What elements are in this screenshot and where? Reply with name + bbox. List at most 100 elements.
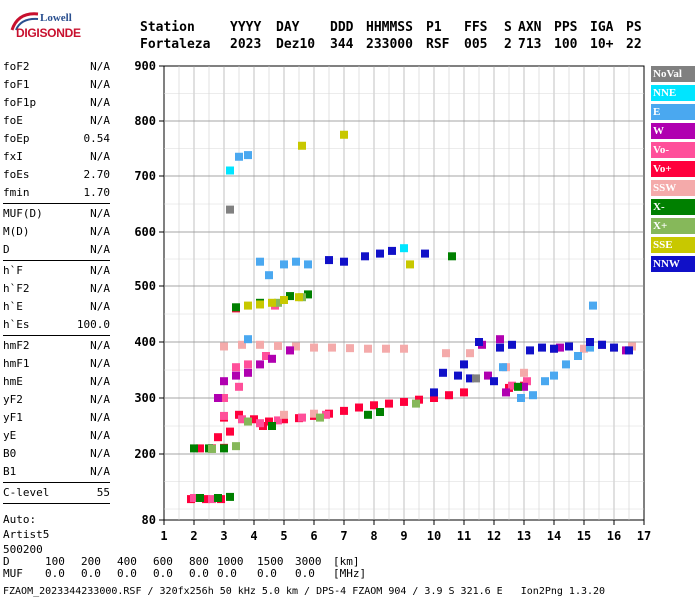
lowell-digisonde-logo: Lowell DIGISONDE (8, 10, 81, 46)
param-value: N/A (90, 339, 110, 352)
param-row: foF2 N/A (3, 58, 110, 76)
data-point-vo- (340, 406, 348, 415)
data-point-sse (280, 296, 288, 304)
legend-item-x-: X+ (651, 218, 695, 234)
param-row: h`F2 N/A (3, 280, 110, 298)
data-point-nnw (430, 388, 438, 397)
data-point-sse (295, 293, 303, 302)
data-point-ssw (256, 340, 264, 349)
legend-item-x-: X- (651, 199, 695, 215)
data-point-vo- (460, 388, 468, 397)
data-point-nne (400, 244, 408, 253)
param-row: h`F N/A (3, 262, 110, 280)
header-value-10: 10+ (590, 37, 614, 52)
footer-cell: 0.0 (81, 567, 101, 580)
data-point-vo- (370, 401, 378, 410)
data-point-nnw (388, 246, 396, 255)
data-point-vo- (508, 381, 516, 390)
param-label: h`F (3, 264, 23, 277)
y-tick-label: 300 (134, 391, 156, 405)
footer-cell: 0.0 (295, 567, 315, 580)
param-value: N/A (90, 282, 110, 295)
data-point-w (268, 354, 276, 363)
header-label-10: IGA (590, 20, 614, 35)
param-value: 1.70 (83, 186, 111, 199)
data-point-x- (448, 252, 456, 261)
header-label-0: Station (140, 20, 195, 35)
y-tick-label: 80 (142, 513, 156, 527)
data-point-x- (220, 444, 228, 453)
data-point-w (502, 388, 510, 397)
param-label: foF2 (3, 60, 30, 73)
header-label-1: YYYY (230, 20, 262, 35)
y-tick-label: 600 (134, 225, 156, 239)
data-point-vo- (265, 417, 273, 426)
param-value: N/A (90, 225, 110, 238)
param-row: foF1 N/A (3, 76, 110, 94)
data-point-x- (196, 494, 204, 502)
param-label: foF1p (3, 96, 37, 109)
header-label-9: PPS (554, 20, 578, 35)
footer-cell: 0.0 (153, 567, 173, 580)
polarization-legend: NoVal NNE E W Vo- Vo+ SSW X- X+ SSE NNW (651, 66, 695, 275)
data-point-nnw (466, 374, 474, 383)
data-point-vo- (523, 377, 531, 386)
data-point-x- (364, 410, 372, 419)
param-label: hmF1 (3, 357, 30, 370)
data-point-vo- (274, 416, 282, 425)
data-point-nnw (325, 256, 333, 265)
data-point-e (265, 271, 273, 280)
data-point-sse (244, 301, 252, 310)
y-tick-label: 400 (134, 335, 156, 349)
param-label: MUF(D) (3, 207, 43, 220)
data-point-nnw (565, 342, 573, 351)
auto-line3: 500200 (3, 543, 43, 556)
data-point-nnw (454, 371, 462, 380)
param-row: hmF1 N/A (3, 355, 110, 373)
param-row: fmin 1.70 (3, 184, 110, 202)
data-point-e (529, 391, 537, 400)
param-value: N/A (90, 243, 110, 256)
data-point-nnw (340, 257, 348, 266)
legend-item-vo-: Vo- (651, 142, 695, 158)
param-label: fxI (3, 150, 23, 163)
param-value: N/A (90, 150, 110, 163)
x-tick-label: 2 (190, 529, 197, 543)
data-point-w (556, 343, 564, 352)
param-value: N/A (90, 375, 110, 388)
param-value: N/A (90, 264, 110, 277)
data-point-e (499, 363, 507, 372)
param-label: h`F2 (3, 282, 30, 295)
data-point-ssw (220, 342, 228, 351)
footer-cell: 100 (45, 555, 65, 568)
header-label-7: S (504, 20, 512, 35)
param-divider (3, 482, 110, 483)
parameter-panel: foF2 N/A foF1 N/A foF1p N/A foE N/A foEp 0.54 fxI N… (3, 58, 110, 557)
param-label: B1 (3, 465, 17, 478)
data-point-nnw (421, 249, 429, 258)
footer-row-label: MUF (3, 567, 23, 580)
param-value: 100.0 (76, 318, 110, 331)
param-row: B1 N/A (3, 463, 110, 481)
data-point-vo- (235, 410, 243, 419)
data-point-w (484, 371, 492, 380)
data-point-vo- (262, 352, 270, 360)
x-tick-label: 14 (547, 529, 561, 543)
data-point-ssw (310, 409, 318, 418)
x-tick-label: 11 (457, 529, 471, 543)
param-label: h`E (3, 300, 23, 313)
data-point-nnw (538, 343, 546, 352)
data-point-ssw (238, 340, 246, 349)
header-value-3: 344 (330, 37, 354, 52)
y-tick-label: 800 (134, 114, 156, 128)
data-point-x- (190, 444, 198, 453)
data-point-x- (286, 292, 294, 301)
data-point-nnw (460, 360, 468, 369)
y-tick-label: 700 (134, 169, 156, 183)
data-point-nnw (475, 338, 483, 346)
data-point-ssw (382, 344, 390, 353)
data-point-vo- (226, 427, 234, 436)
data-point-ssw (274, 341, 282, 350)
legend-item-ssw: SSW (651, 180, 695, 196)
data-point-x- (316, 413, 324, 422)
